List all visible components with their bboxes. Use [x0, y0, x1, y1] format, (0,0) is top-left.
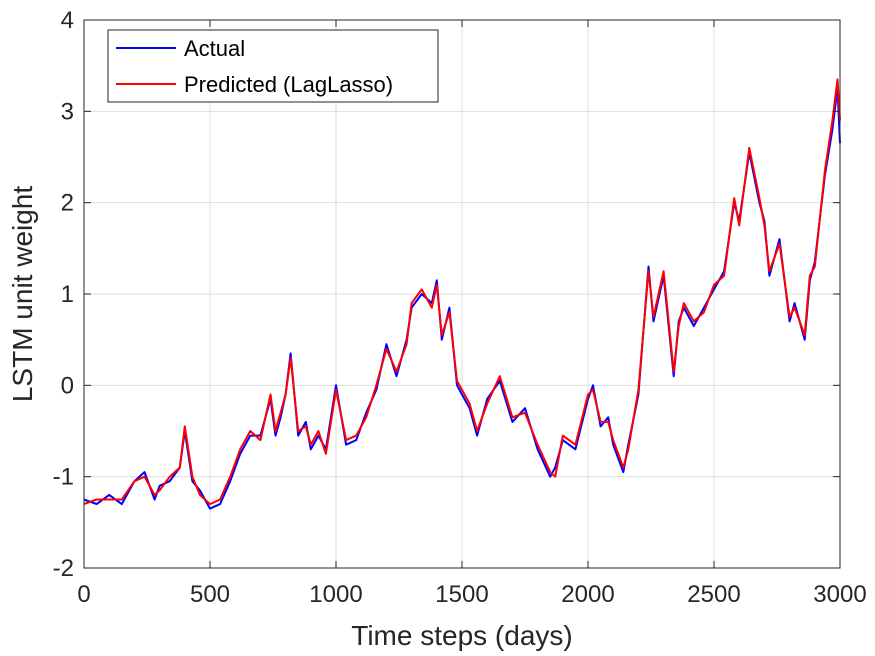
legend-box: [107, 29, 439, 103]
y-tick-label: 0: [61, 372, 74, 399]
y-tick-label: -2: [53, 555, 74, 582]
y-tick-label: 1: [61, 281, 74, 308]
x-tick-label: 3000: [813, 581, 866, 608]
y-axis-label: LSTM unit weight: [7, 186, 38, 403]
x-tick-label: 0: [77, 581, 90, 608]
legend-label-predicted: Predicted (LagLasso): [184, 72, 393, 97]
y-tick-label: -1: [53, 464, 74, 491]
series-layer: [83, 78, 841, 510]
x-tick-label: 2500: [687, 581, 740, 608]
x-tick-labels: 0 500 1000 1500 2000 2500 3000: [77, 581, 866, 608]
x-tick-label: 1500: [435, 581, 488, 608]
tick-marks: [83, 19, 841, 569]
series-line-predicted: [83, 78, 841, 506]
x-tick-label: 500: [190, 581, 230, 608]
legend: Actual Predicted (LagLasso): [107, 29, 439, 103]
y-tick-label: 2: [61, 190, 74, 217]
y-tick-labels: -2 -1 0 1 2 3 4: [53, 7, 74, 582]
x-tick-label: 2000: [561, 581, 614, 608]
x-axis-label: Time steps (days): [351, 620, 572, 651]
y-tick-label: 3: [61, 98, 74, 125]
y-tick-label: 4: [61, 7, 74, 34]
legend-label-actual: Actual: [184, 36, 245, 61]
x-tick-label: 1000: [309, 581, 362, 608]
